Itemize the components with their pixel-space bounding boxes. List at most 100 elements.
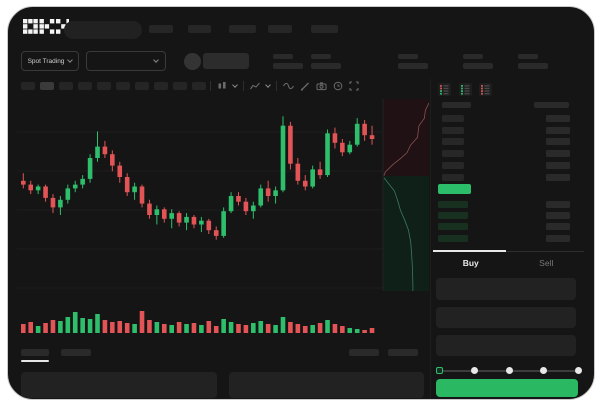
stat-value-placeholder [518, 63, 548, 69]
timeframe-button[interactable] [40, 82, 54, 90]
buy-button[interactable] [436, 379, 578, 397]
candle-body [221, 211, 226, 236]
candle-body [280, 125, 286, 191]
depth-bid-line [383, 177, 414, 291]
book-asks-icon[interactable] [479, 83, 492, 96]
last-price-highlight[interactable] [438, 184, 471, 194]
bid-price-placeholder[interactable] [438, 201, 468, 208]
timeframe-button[interactable] [116, 82, 130, 90]
ob-col-header-price [442, 102, 471, 108]
depth-asks-area [383, 99, 429, 176]
volume-bar [191, 323, 197, 333]
bottom-action-1[interactable] [349, 349, 379, 356]
nav-item-placeholder[interactable] [149, 25, 173, 33]
timeframe-button[interactable] [78, 82, 92, 90]
book-both-icon[interactable] [438, 83, 451, 96]
volume-bar [161, 324, 167, 333]
volume-bar [139, 311, 145, 333]
candle-body [288, 125, 293, 164]
volume-bar [369, 328, 375, 333]
bid-price-placeholder[interactable] [438, 212, 468, 220]
price-chart[interactable] [17, 99, 429, 343]
ask-amount-placeholder [546, 173, 570, 181]
chevron-down-icon[interactable] [265, 82, 271, 88]
candle-body [251, 205, 256, 212]
last-price-placeholder [203, 53, 249, 69]
ask-price-placeholder[interactable] [442, 138, 464, 146]
clock-icon[interactable] [333, 81, 343, 91]
timeframe-button[interactable] [173, 82, 187, 90]
bottom-tab-2[interactable] [61, 349, 91, 356]
volume-bar [258, 321, 264, 333]
volume-bar [251, 323, 256, 333]
search-input[interactable] [64, 21, 142, 39]
market-mode-dropdown[interactable]: Spot Trading [21, 51, 79, 71]
volume-bar [132, 324, 137, 333]
timeframe-button[interactable] [59, 82, 73, 90]
stat-label-placeholder [463, 54, 483, 59]
candle-body [265, 188, 271, 196]
slider-stop[interactable] [540, 367, 548, 374]
volume-bar [347, 328, 353, 333]
stat-label-placeholder [518, 54, 538, 59]
pencil-icon[interactable] [300, 81, 310, 91]
ask-amount-placeholder [546, 150, 570, 158]
ask-price-placeholder[interactable] [442, 161, 464, 169]
nav-item-placeholder[interactable] [188, 25, 211, 33]
wave-icon[interactable] [283, 81, 294, 91]
nav-item-placeholder[interactable] [311, 25, 338, 33]
nav-item-placeholder[interactable] [229, 25, 256, 33]
slider-stop[interactable] [505, 367, 513, 374]
book-bids-icon[interactable] [458, 83, 472, 96]
candle-body [87, 158, 93, 179]
candle-body [80, 178, 85, 185]
timeframe-button[interactable] [192, 82, 206, 90]
bid-price-placeholder[interactable] [438, 223, 468, 231]
slider-stop[interactable] [575, 367, 582, 374]
nav-item-placeholder[interactable] [268, 25, 292, 33]
timeframe-button[interactable] [97, 82, 111, 90]
amount-field[interactable] [436, 307, 576, 328]
pair-selector-dropdown[interactable] [86, 51, 166, 71]
ask-price-placeholder[interactable] [442, 150, 464, 158]
camera-icon[interactable] [316, 81, 327, 91]
stat-label-placeholder [311, 54, 331, 59]
volume-bar [265, 324, 271, 333]
volume-bar [154, 322, 160, 333]
bid-amount-placeholder [546, 212, 570, 220]
indicator-icon[interactable] [250, 81, 260, 91]
candle-body [184, 216, 189, 223]
slider-handle[interactable] [436, 367, 443, 374]
tab-sell[interactable]: Sell [539, 257, 554, 268]
tab-buy[interactable]: Buy [462, 257, 479, 268]
active-buy-tab-indicator [433, 250, 506, 252]
chevron-down-icon [153, 57, 159, 63]
price-field[interactable] [436, 278, 576, 300]
trading-app-window: Spot Trading Buy Sell [7, 6, 595, 400]
bid-price-placeholder[interactable] [438, 234, 468, 242]
timeframe-button[interactable] [135, 82, 149, 90]
timeframe-button[interactable] [21, 82, 35, 90]
chevron-down-icon [67, 57, 74, 63]
volume-bar [21, 324, 26, 333]
volume-bar [110, 322, 115, 333]
candle-body [243, 201, 249, 212]
chevron-down-icon[interactable] [232, 82, 238, 88]
candle-body [325, 133, 330, 176]
bottom-tab-1[interactable] [21, 349, 49, 356]
ask-price-placeholder[interactable] [442, 115, 464, 122]
bottom-action-2[interactable] [388, 349, 418, 356]
ask-price-placeholder[interactable] [442, 173, 464, 181]
candle-body [169, 213, 174, 219]
expand-icon[interactable] [349, 81, 359, 91]
slider-stop[interactable] [470, 367, 478, 374]
ask-price-placeholder[interactable] [442, 126, 464, 134]
volume-bar [72, 312, 78, 333]
total-field[interactable] [436, 335, 576, 356]
volume-bar [288, 322, 293, 333]
timeframe-button[interactable] [154, 82, 168, 90]
candle-body [228, 196, 234, 212]
volume-bar [228, 322, 234, 333]
candles-icon[interactable] [217, 81, 227, 91]
candle-body [102, 146, 108, 155]
